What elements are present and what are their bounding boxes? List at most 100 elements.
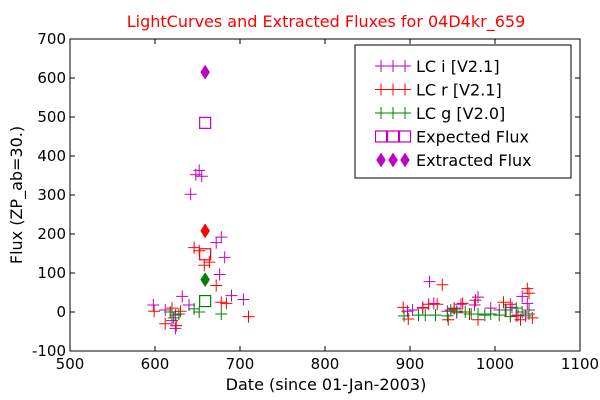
legend-marker-lc-r-v2-1: [399, 83, 411, 96]
point-lc-i-v2-1: [215, 231, 228, 244]
point-lc-r-v2-1: [203, 256, 216, 269]
chart-title: LightCurves and Extracted Fluxes for 04D…: [127, 12, 526, 32]
point-lc-g-v2-0: [478, 309, 491, 322]
point-lc-g-v2-0: [441, 309, 454, 322]
point-lc-i-v2-1: [176, 290, 189, 303]
legend-label: LC g [V2.0]: [416, 104, 505, 123]
point-extracted-flux: [200, 223, 210, 239]
point-lc-i-v2-1: [406, 304, 419, 317]
point-lc-r-v2-1: [521, 282, 534, 295]
point-lc-g-v2-0: [164, 306, 177, 318]
point-lc-r-v2-1: [431, 298, 444, 311]
point-lc-i-v2-1: [516, 290, 529, 303]
point-lc-i-v2-1: [455, 298, 467, 311]
point-lc-g-v2-0: [493, 309, 506, 322]
point-lc-r-v2-1: [456, 297, 469, 310]
point-lc-g-v2-0: [398, 309, 411, 322]
legend-marker-lc-i-v2-1: [387, 60, 399, 72]
point-lc-g-v2-0: [429, 309, 442, 322]
legend-label: LC r [V2.1]: [416, 81, 502, 100]
point-lc-r-v2-1: [210, 279, 223, 292]
point-lc-g-v2-0: [172, 307, 185, 320]
legend-marker-lc-g-v2-0: [387, 107, 399, 119]
x-tick-label: 900: [396, 355, 425, 373]
point-lc-i-v2-1: [159, 304, 172, 317]
legend-label: Extracted Flux: [416, 151, 532, 170]
point-lc-i-v2-1: [213, 268, 226, 281]
point-lc-i-v2-1: [184, 188, 197, 201]
point-lc-r-v2-1: [448, 302, 461, 315]
legend-marker-expected-flux: [374, 130, 388, 143]
point-expected-flux: [199, 248, 212, 261]
y-tick-label: 200: [37, 225, 66, 243]
data-points: [147, 64, 539, 335]
point-lc-r-v2-1: [188, 241, 201, 254]
legend-marker-expected-flux: [398, 130, 412, 143]
legend-marker-lc-i-v2-1: [375, 60, 387, 72]
y-axis: -100 0 100 200 300 400 500 600 700: [32, 30, 580, 360]
point-lc-i-v2-1: [468, 298, 481, 311]
legend: LC i [V2.1] LC r [V2.1] LC g [V2.0] Expecte…: [354, 44, 572, 179]
point-lc-g-v2-0: [450, 305, 463, 318]
y-tick-label: 500: [37, 108, 66, 126]
point-lc-r-v2-1: [436, 278, 449, 291]
legend-marker-lc-i-v2-1: [399, 60, 411, 72]
point-lc-r-v2-1: [523, 287, 535, 300]
legend-marker-lc-r-v2-1: [375, 83, 387, 96]
point-lc-r-v2-1: [514, 313, 527, 326]
y-tick-label: 700: [37, 30, 66, 48]
x-tick-label: 1000: [476, 355, 514, 373]
point-expected-flux: [199, 294, 212, 308]
point-lc-i-v2-1: [147, 298, 160, 311]
y-axis-label: Flux (ZP_ab=30.): [7, 126, 27, 264]
point-extracted-flux: [200, 272, 210, 288]
point-lc-g-v2-0: [193, 306, 206, 318]
point-lc-i-v2-1: [423, 275, 436, 288]
point-lc-g-v2-0: [444, 304, 457, 317]
point-lc-g-v2-0: [504, 310, 517, 323]
point-lc-g-v2-0: [499, 304, 512, 317]
legend-marker-extracted-flux: [388, 152, 398, 168]
point-lc-g-v2-0: [459, 306, 472, 318]
legend-marker-lc-r-v2-1: [387, 83, 399, 96]
y-tick-label: 100: [37, 264, 66, 282]
legend-marker-lc-g-v2-0: [375, 107, 387, 119]
legend-marker-extracted-flux: [376, 152, 386, 168]
point-lc-r-v2-1: [397, 301, 410, 314]
point-lc-g-v2-0: [419, 309, 432, 322]
point-lc-i-v2-1: [472, 291, 484, 304]
point-lc-i-v2-1: [195, 170, 208, 183]
x-axis: 500 600 700 800 900 1000 1100: [56, 39, 599, 373]
point-lc-i-v2-1: [193, 164, 206, 177]
point-expected-flux: [199, 116, 212, 129]
point-lc-r-v2-1: [242, 310, 255, 323]
y-tick-label: -100: [32, 342, 66, 360]
point-lc-g-v2-0: [215, 307, 228, 320]
point-lc-g-v2-0: [472, 307, 484, 320]
x-tick-label: 1100: [561, 355, 599, 373]
y-tick-label: 0: [56, 303, 66, 321]
point-lc-r-v2-1: [159, 317, 172, 330]
point-extracted-flux: [200, 64, 210, 80]
legend-label: Expected Flux: [416, 128, 529, 147]
point-lc-i-v2-1: [237, 293, 250, 306]
point-lc-g-v2-0: [523, 307, 535, 320]
point-lc-r-v2-1: [170, 319, 183, 332]
legend-marker-expected-flux: [386, 130, 400, 143]
x-tick-label: 600: [141, 355, 170, 373]
point-lc-r-v2-1: [148, 305, 161, 318]
x-axis-label: Date (since 01-Jan-2003): [226, 375, 427, 394]
x-tick-label: 700: [226, 355, 255, 373]
y-tick-label: 400: [37, 147, 66, 165]
y-tick-label: 300: [37, 186, 66, 204]
x-tick-label: 800: [311, 355, 340, 373]
legend-marker-extracted-flux: [400, 152, 410, 168]
point-lc-i-v2-1: [225, 289, 238, 302]
point-lc-i-v2-1: [210, 236, 223, 249]
point-lc-i-v2-1: [521, 297, 534, 310]
point-lc-g-v2-0: [188, 302, 201, 315]
point-lc-i-v2-1: [169, 322, 182, 335]
x-tick-label: 500: [56, 355, 85, 373]
point-lc-i-v2-1: [218, 251, 231, 264]
